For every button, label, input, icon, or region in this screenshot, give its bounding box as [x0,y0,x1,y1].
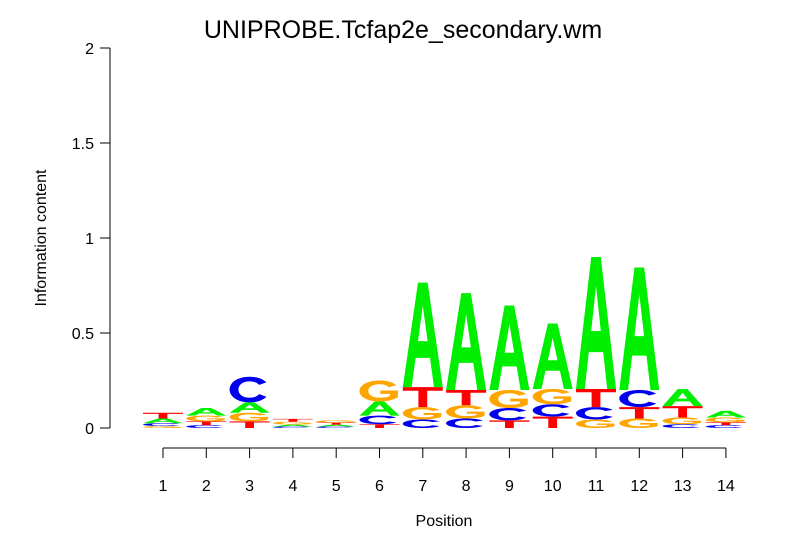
logo-letter-a-pos-1 [143,418,183,424]
logo-letter-c-pos-13 [662,424,700,428]
logo-letter-a-pos-14 [705,410,746,418]
x-tick-label: 14 [717,478,735,495]
logo-letter-c-pos-10 [532,404,570,417]
y-tick-label: 0 [85,421,94,438]
logo-letter-c-pos-11 [576,407,613,420]
logo-letter-a-pos-9 [489,305,530,391]
logo-letter-t-pos-8 [446,390,487,406]
logo-letter-t-pos-7 [402,387,443,408]
y-tick-label: 1.5 [72,136,94,153]
x-tick-label: 11 [588,478,605,495]
x-tick-label: 4 [288,478,297,495]
logo-letter-g-pos-8 [446,405,485,419]
x-tick-label: 8 [462,478,471,495]
logo-letter-g-pos-10 [532,389,572,405]
logo-letter-t-pos-2 [186,421,227,426]
logo-letter-g-pos-9 [489,390,528,409]
logo-letter-a-pos-8 [446,293,487,390]
logo-letter-t-pos-5 [316,422,357,425]
logo-letter-g-pos-12 [619,418,658,428]
x-tick-label: 12 [630,478,648,495]
logo-letter-g-pos-6 [359,380,398,402]
logo-letter-g-pos-7 [402,407,442,420]
logo-letter-g-pos-4 [272,421,312,425]
logo-letter-g-pos-3 [229,412,268,422]
logo-letter-a-pos-6 [359,401,400,416]
logo-letter-t-pos-12 [619,407,660,419]
logo-letter-a-pos-10 [532,323,573,390]
y-axis-label: Information content [33,169,50,307]
logo-letter-g-pos-14 [705,417,745,423]
logo-letter-t-pos-6 [359,424,400,428]
x-axis-label: Position [416,513,473,530]
logo-letter-t-pos-11 [576,389,616,408]
logo-letter-a-pos-4 [272,424,313,427]
logo-letter-a-pos-2 [186,408,227,416]
logo-letter-a-pos-5 [316,424,357,427]
logo-letter-c-pos-1 [143,423,180,427]
logo-letter-c-pos-9 [489,408,527,421]
logo-letter-a-pos-12 [619,267,660,390]
logo-letter-c-pos-14 [705,425,743,428]
x-tick-label: 2 [202,478,211,495]
logo-letter-t-pos-1 [143,412,183,419]
logo-letter-c-pos-12 [619,390,657,408]
y-tick-label: 1 [85,231,94,248]
logo-letter-c-pos-3 [229,376,267,403]
chart-title: UNIPROBE.Tcfap2e_secondary.wm [204,16,602,44]
logo-letter-g-pos-2 [186,415,225,422]
x-tick-label: 10 [544,478,562,495]
logo-letter-a-pos-7 [402,282,443,388]
logo-letters [143,257,746,428]
logo-letter-a-pos-3 [229,402,270,413]
logo-letter-g-pos-11 [576,419,615,428]
logo-letter-g-pos-13 [662,417,701,425]
logo-letter-t-pos-13 [662,406,703,418]
y-tick-label: 2 [85,41,94,58]
logo-letter-c-pos-8 [446,418,483,428]
logo-letter-c-pos-5 [316,426,353,428]
logo-letter-g-pos-1 [143,426,182,428]
logo-letter-t-pos-14 [705,422,746,426]
logo-letter-g-pos-5 [316,420,355,423]
logo-letter-c-pos-6 [359,415,397,425]
x-tick-label: 5 [332,478,341,495]
x-tick-label: 1 [159,478,168,495]
logo-letter-t-pos-4 [272,418,313,422]
y-tick-label: 0.5 [72,326,94,343]
y-axis: 0 0.5 1 1.5 2 [72,41,111,438]
logo-letter-a-pos-13 [662,389,703,407]
logo-letter-t-pos-9 [489,420,530,428]
x-axis: 1 2 3 4 5 6 7 8 9 10 11 12 13 14 [159,447,735,495]
x-tick-label: 7 [418,478,427,495]
logo-letter-t-pos-10 [532,416,573,428]
x-tick-label: 9 [505,478,514,495]
logo-letter-c-pos-4 [272,426,310,428]
logo-letter-c-pos-7 [402,419,440,428]
x-tick-label: 3 [245,478,254,495]
logo-letter-a-pos-11 [576,257,616,390]
logo-letter-t-pos-3 [229,421,270,428]
logo-letter-c-pos-2 [186,425,224,428]
x-tick-label: 13 [674,478,692,495]
x-tick-label: 6 [375,478,384,495]
